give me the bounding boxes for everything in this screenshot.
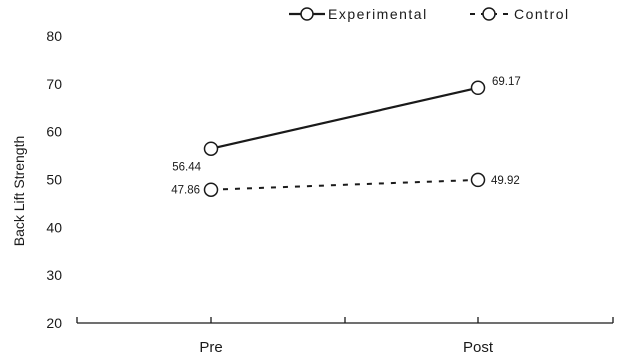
- x-axis: Pre Post: [76, 317, 614, 356]
- y-tick-label: 40: [46, 219, 62, 235]
- data-label: 69.17: [492, 76, 521, 88]
- data-label: 56.44: [172, 162, 201, 174]
- y-axis-ticks: 20 30 40 50 60 70 80: [46, 28, 62, 331]
- series-group: 56.44 69.17 47.86 49.92: [171, 76, 521, 197]
- y-tick-label: 50: [46, 172, 62, 188]
- y-tick-label: 20: [46, 315, 62, 331]
- legend-label-control: Control: [514, 6, 570, 22]
- x-tick-label: Post: [463, 339, 494, 356]
- data-point: [470, 172, 486, 188]
- series-line: [210, 86, 479, 150]
- data-point: [203, 141, 219, 156]
- data-label: 49.92: [491, 175, 520, 187]
- legend-label-experimental: Experimental: [328, 6, 428, 22]
- y-tick-label: 30: [46, 267, 62, 283]
- legend: Experimental Control: [289, 6, 570, 22]
- y-tick-label: 70: [46, 76, 62, 92]
- legend-marker-experimental: [300, 7, 314, 21]
- x-tick-label: Pre: [199, 339, 222, 356]
- data-label: 47.86: [171, 185, 200, 197]
- y-axis-label: Back Lift Strength: [11, 136, 27, 247]
- y-tick-label: 60: [46, 124, 62, 140]
- y-tick-label: 80: [46, 28, 62, 44]
- legend-marker-control: [482, 7, 496, 21]
- data-point: [470, 80, 486, 96]
- data-point: [203, 182, 219, 197]
- series-line: [210, 178, 479, 191]
